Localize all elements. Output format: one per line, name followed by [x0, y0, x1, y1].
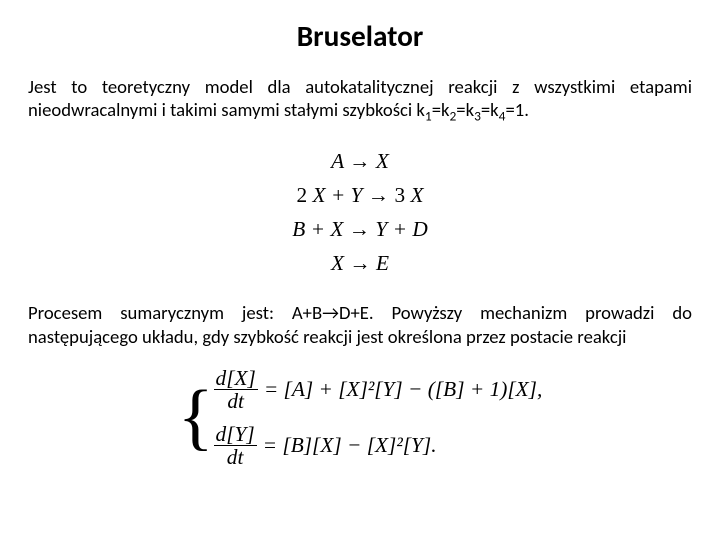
intro-text: Jest to teoretyczny model dla autokatali… — [28, 76, 692, 122]
intro-paragraph: Jest to teoretyczny model dla autokatali… — [28, 76, 692, 126]
reaction-3: B + X → Y + D — [28, 212, 692, 246]
arrow-icon: → — [349, 251, 370, 275]
frac-top-y: d[Y] — [214, 423, 257, 445]
para2-a: Procesem sumarycznym jest: A+B — [28, 302, 322, 325]
fraction-dy-dt: d[Y] dt — [214, 423, 257, 469]
r3-left: B + X — [292, 217, 343, 241]
frac-top-x: d[X] — [214, 367, 258, 389]
r3-right: Y + D — [375, 217, 427, 241]
r1-left: A — [331, 149, 344, 173]
ode-x-rhs: = [A] + [X]²[Y] − ([B] + 1)[X], — [264, 377, 542, 402]
frac-bot-y: dt — [225, 446, 246, 468]
reaction-equations: A → X 2 X + Y → 3 X B + X → Y + D X → E — [28, 144, 692, 281]
k3-sub: 3 — [474, 108, 481, 125]
k1-sub: 1 — [425, 108, 432, 125]
reaction-1: A → X — [28, 144, 692, 178]
arrow-icon: → — [322, 302, 339, 325]
arrow-icon: → — [368, 183, 389, 207]
r4-left: X — [331, 251, 344, 275]
reaction-4: X → E — [28, 246, 692, 280]
frac-bot-x: dt — [225, 390, 246, 412]
r4-right: E — [376, 251, 389, 275]
arrow-icon: → — [349, 149, 370, 173]
r2-right-coef: 3 — [394, 183, 405, 207]
arrow-icon: → — [349, 217, 370, 241]
k4-sub: 4 — [499, 108, 506, 125]
r1-right: X — [376, 149, 389, 173]
r2-left-coef: 2 — [296, 183, 307, 207]
reaction-2: 2 X + Y → 3 X — [28, 178, 692, 212]
ode-y-rhs: = [B][X] − [X]²[Y]. — [263, 433, 437, 458]
left-brace-icon: { — [178, 367, 214, 469]
ode-system: { d[X] dt = [A] + [X]²[Y] − ([B] + 1)[X]… — [28, 367, 692, 469]
ode-row-y: d[Y] dt = [B][X] − [X]²[Y]. — [214, 423, 543, 469]
page-title: Bruselator — [28, 18, 692, 54]
ode-row-x: d[X] dt = [A] + [X]²[Y] − ([B] + 1)[X], — [214, 367, 543, 413]
summary-paragraph: Procesem sumarycznym jest: A+B→D+E. Powy… — [28, 302, 692, 349]
k2-sub: 2 — [449, 108, 456, 125]
fraction-dx-dt: d[X] dt — [214, 367, 258, 413]
r2-left-sym: X + Y — [313, 183, 363, 207]
r2-right-sym: X — [410, 183, 423, 207]
